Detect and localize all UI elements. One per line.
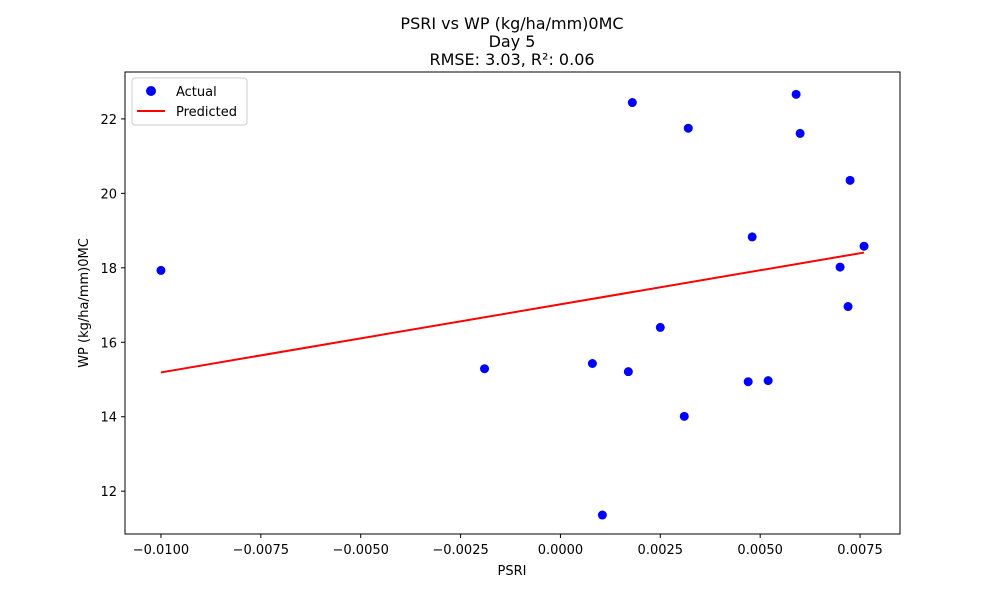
- x-tick-label: 0.0025: [638, 543, 684, 558]
- actual-point: [747, 232, 757, 242]
- y-tick-label: 14: [100, 411, 117, 426]
- x-tick-label: −0.0050: [333, 543, 389, 558]
- predicted-line: [160, 251, 865, 374]
- actual-point: [679, 411, 689, 421]
- y-tick-label: 12: [100, 485, 117, 500]
- actual-point: [763, 376, 773, 386]
- plot-area: −0.0100 −0.0075 −0.0050 −0.0025 0.0000 0.0025…: [100, 71, 901, 558]
- plot-frame: [124, 71, 901, 535]
- y-tick-label: 22: [100, 113, 117, 128]
- actual-point: [843, 302, 853, 312]
- y-tick-label: 18: [100, 262, 117, 277]
- chart-title-line-3: RMSE: 3.03, R²: 0.06: [429, 50, 594, 69]
- legend: Actual Predicted: [131, 77, 248, 126]
- x-tick-label: −0.0025: [432, 543, 488, 558]
- y-tick-label: 16: [100, 336, 117, 351]
- actual-point: [835, 262, 845, 272]
- actual-point: [587, 358, 597, 368]
- x-tick-label: −0.0100: [133, 543, 189, 558]
- actual-point: [845, 175, 855, 185]
- actual-point: [480, 364, 490, 374]
- actual-point: [859, 241, 869, 251]
- actual-point: [795, 128, 805, 138]
- actual-point: [683, 123, 693, 133]
- legend-actual-label: Actual: [176, 85, 217, 100]
- legend-actual-marker: [146, 86, 156, 96]
- y-tick-label: 20: [100, 187, 117, 202]
- x-tick-label: 0.0075: [837, 543, 883, 558]
- actual-point: [623, 367, 633, 377]
- y-axis-label: WP (kg/ha/mm)0MC: [77, 238, 92, 368]
- legend-frame: [131, 77, 248, 126]
- actual-point: [627, 98, 637, 108]
- x-tick-label: 0.0050: [737, 543, 783, 558]
- legend-predicted-label: Predicted: [176, 105, 237, 120]
- x-axis-label: PSRI: [498, 564, 527, 579]
- actual-point: [597, 510, 607, 520]
- actual-point: [156, 265, 166, 275]
- actual-point: [655, 322, 665, 332]
- chart-title-line-1: PSRI vs WP (kg/ha/mm)0MC: [400, 14, 623, 33]
- actual-point: [791, 89, 801, 99]
- actual-point: [743, 377, 753, 387]
- chart-title-line-2: Day 5: [489, 32, 536, 51]
- x-tick-label: −0.0075: [233, 543, 289, 558]
- x-tick-label: 0.0000: [538, 543, 584, 558]
